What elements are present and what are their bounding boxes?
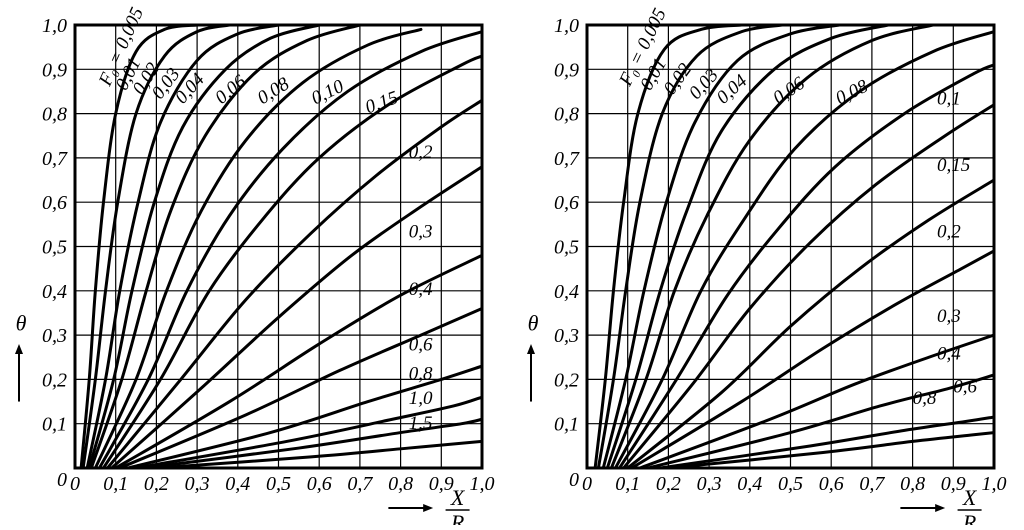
y-axis-label: θ: [528, 311, 539, 336]
ytick-label: 0,5: [554, 237, 579, 259]
ytick-label: 0,7: [554, 148, 580, 170]
xtick-label: 0,3: [185, 473, 210, 495]
x-axis-label-den: R: [962, 510, 977, 525]
origin-label: 0: [57, 469, 67, 491]
xtick-label: 0,4: [737, 473, 762, 495]
fo-label: 1,0: [409, 388, 433, 409]
fo-label: 0,6: [409, 335, 433, 356]
fo-label: 0,08: [254, 73, 294, 109]
origin-label: 0: [569, 469, 579, 491]
ytick-label: 0,6: [554, 192, 579, 214]
y-arrow-head: [15, 344, 23, 354]
ytick-label: 0,7: [42, 148, 68, 170]
xtick-label: 0,5: [266, 473, 291, 495]
fo-label: 0,3: [937, 306, 961, 327]
fo-label: 0,2: [937, 222, 961, 243]
fo-label: 0,15: [937, 155, 970, 176]
ytick-label: 0,9: [554, 59, 579, 81]
xtick-label: 0,8: [388, 473, 413, 495]
ytick-label: 0,1: [42, 414, 67, 436]
fo-curve: [620, 65, 994, 468]
x-arrow-head: [423, 504, 433, 512]
ytick-label: 0,2: [42, 369, 67, 391]
ytick-label: 0,5: [42, 237, 67, 259]
ytick-label: 0,4: [42, 281, 67, 303]
ytick-label: 1,0: [42, 15, 67, 37]
xtick-label: 0,4: [225, 473, 250, 495]
ytick-label: 0,1: [554, 414, 579, 436]
ytick-label: 0,6: [42, 192, 67, 214]
fo-label: 0,2: [409, 142, 433, 163]
ytick-label: 0,9: [42, 59, 67, 81]
xtick-label: 0: [70, 473, 80, 495]
ytick-label: 0,3: [42, 325, 67, 347]
xtick-label: 0,5: [778, 473, 803, 495]
right-chart-svg: 0 0,1 0,2 0,3 0,4 0,5 0,6 0,7 0,8 0,9 1,0 0,1 0,2 0,3…: [512, 0, 1024, 525]
x-axis-label-den: R: [450, 510, 465, 525]
y-arrow-head: [527, 344, 535, 354]
left-chart: 0 0,1 0,2 0,3 0,4 0,5 0,6 0,7 0,8 0,9 1,0 0,1 0,2 0,3…: [0, 0, 512, 530]
fo-label: 0,8: [409, 363, 433, 384]
xtick-label: 1,0: [470, 473, 495, 495]
y-axis-label: θ: [16, 311, 27, 336]
xtick-label: 0,2: [656, 473, 681, 495]
fo-label: 1,5: [409, 413, 433, 434]
ytick-label: 0,3: [554, 325, 579, 347]
xtick-label: 0,6: [819, 473, 844, 495]
x-axis-label-num: X: [962, 485, 978, 510]
xtick-label: 0,3: [697, 473, 722, 495]
ytick-label: 0,8: [554, 104, 579, 126]
fo-label: 0,06: [769, 73, 809, 109]
xtick-label: 0,2: [144, 473, 169, 495]
ytick-label: 0,8: [42, 104, 67, 126]
right-chart: 0 0,1 0,2 0,3 0,4 0,5 0,6 0,7 0,8 0,9 1,0 0,1 0,2 0,3…: [512, 0, 1024, 530]
fo-label: 0,8: [913, 388, 937, 409]
xtick-label: 0: [582, 473, 592, 495]
x-axis-label-num: X: [450, 485, 466, 510]
fo-label: 0,1: [937, 89, 961, 110]
xtick-label: 0,8: [900, 473, 925, 495]
xtick-label: 0,7: [347, 473, 373, 495]
xtick-label: 0,7: [859, 473, 885, 495]
x-arrow-head: [935, 504, 945, 512]
fo-label: 0,08: [832, 76, 872, 110]
ytick-label: 0,4: [554, 281, 579, 303]
ytick-label: 0,2: [554, 369, 579, 391]
xtick-label: 0,1: [615, 473, 640, 495]
fo-label: 0,4: [937, 343, 961, 364]
xtick-label: 0,1: [103, 473, 128, 495]
fo-label: 0,6: [953, 377, 977, 398]
xtick-label: 1,0: [982, 473, 1007, 495]
fo-label: 0,3: [409, 222, 433, 243]
fo-label: 0,10: [308, 76, 348, 110]
xtick-label: 0,6: [307, 473, 332, 495]
fo-label: 0,4: [409, 279, 433, 300]
left-chart-svg: 0 0,1 0,2 0,3 0,4 0,5 0,6 0,7 0,8 0,9 1,0 0,1 0,2 0,3…: [0, 0, 512, 525]
ytick-label: 1,0: [554, 15, 579, 37]
